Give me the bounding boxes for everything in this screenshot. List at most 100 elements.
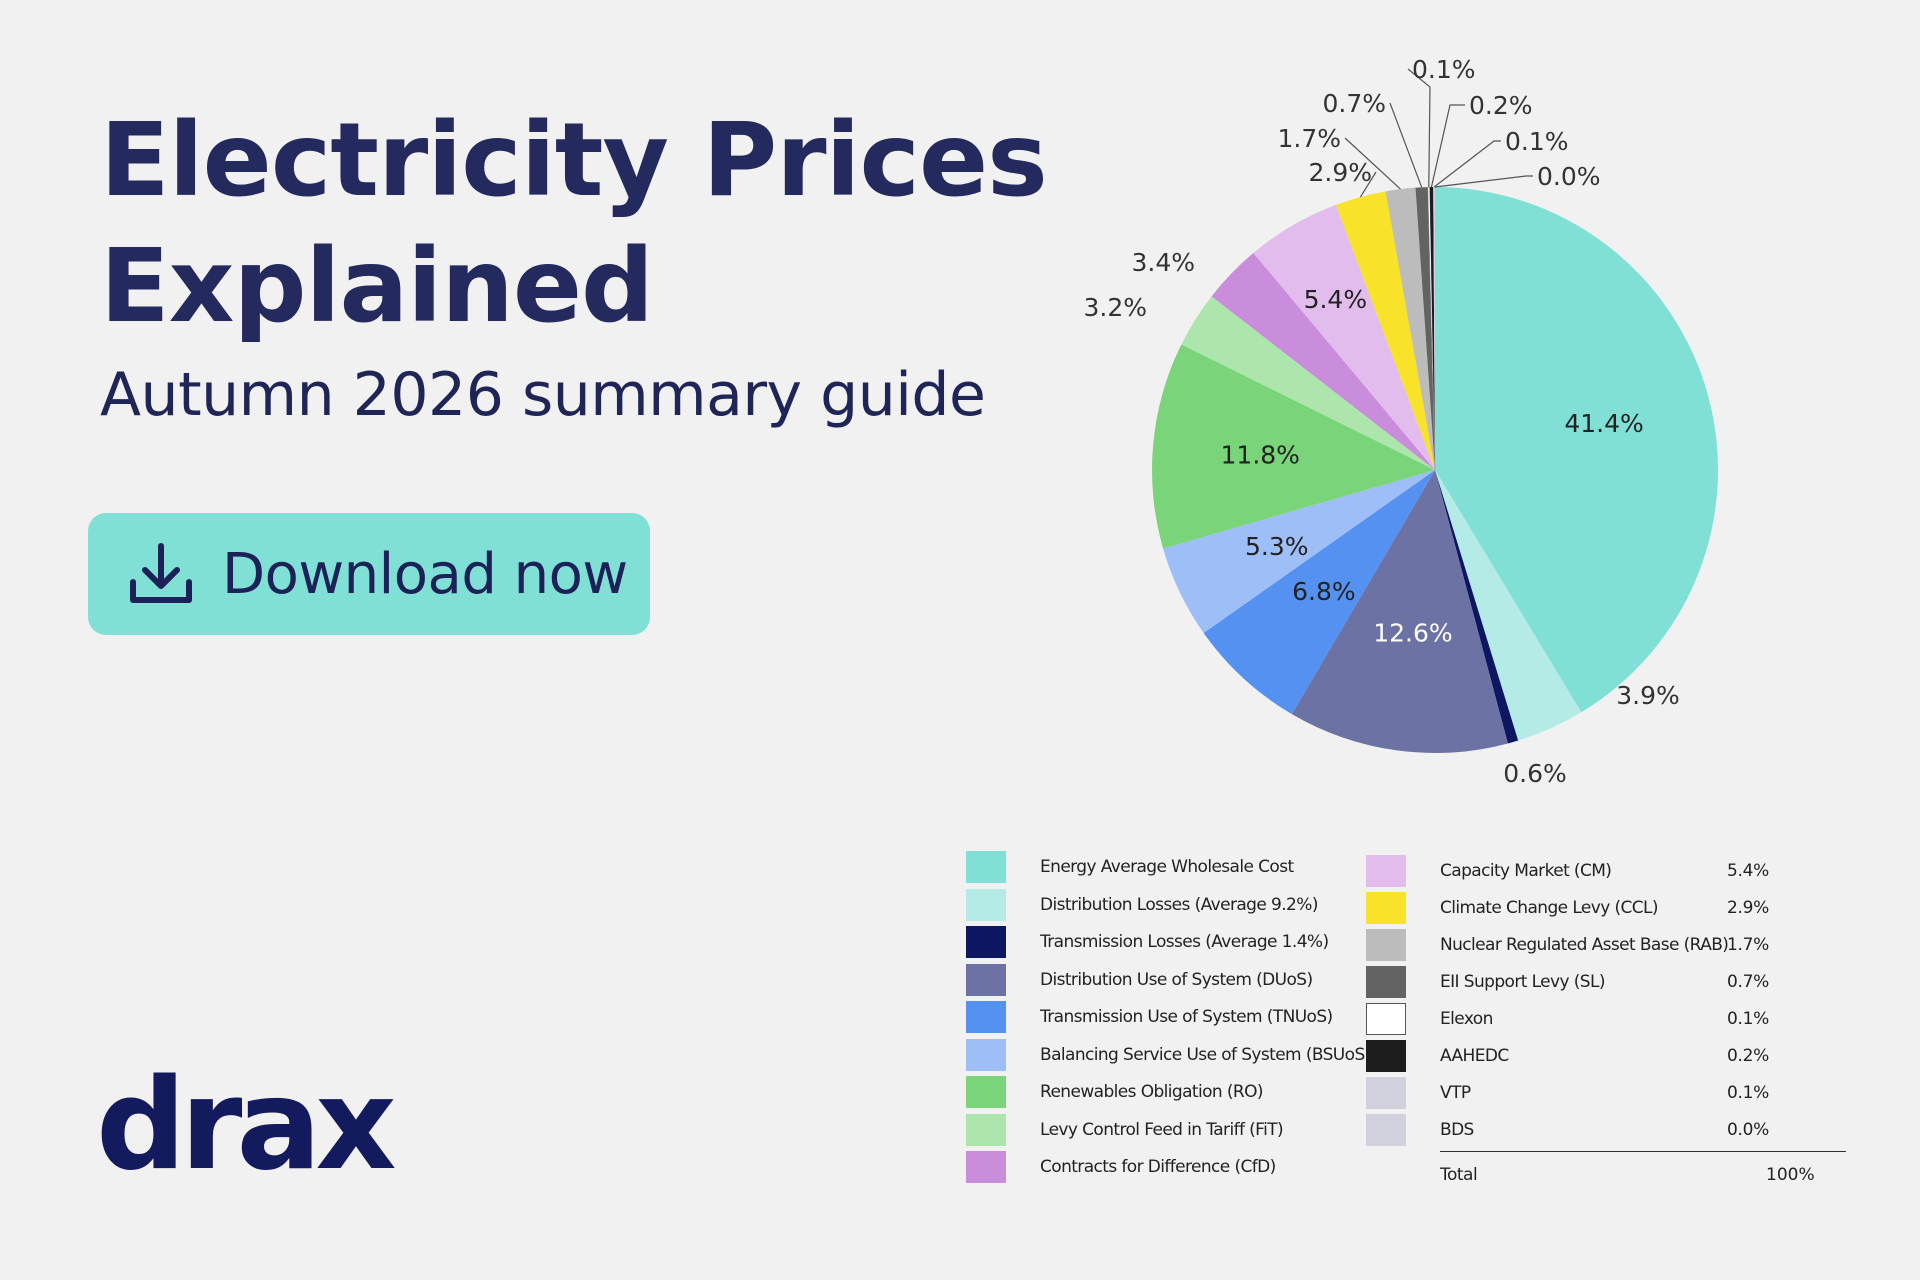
pie-label-eii-support-levy-sl: 0.7% bbox=[1322, 89, 1386, 118]
pie-label-energy-average-wholesale-cost: 41.4% bbox=[1564, 409, 1643, 438]
legend-item-transmission-losses-average-1-4: Transmission Losses (Average 1.4%) bbox=[966, 926, 1329, 958]
pie-label-nuclear-regulated-asset-base-rab: 1.7% bbox=[1277, 124, 1341, 153]
pie-slice-transmission-use-of-system-tnuos bbox=[1203, 470, 1435, 715]
pie-label-transmission-losses-average-1-4: 0.6% bbox=[1503, 759, 1567, 788]
legend-swatch bbox=[1366, 1077, 1406, 1109]
title-line-1: Electricity Prices bbox=[100, 101, 1048, 220]
legend-item-elexon: Elexon 0.1% bbox=[1366, 1003, 1836, 1035]
pie-label-bds: 0.0% bbox=[1537, 162, 1601, 191]
legend-item-levy-control-feed-in-tariff-fit: Levy Control Feed in Tariff (FiT) bbox=[966, 1113, 1284, 1146]
download-now-label: Download now bbox=[222, 541, 628, 607]
pie-slice-nuclear-regulated-asset-base-rab bbox=[1385, 187, 1435, 470]
legend-item-distribution-losses-average-9-2: Distribution Losses (Average 9.2%) bbox=[966, 888, 1318, 921]
legend-swatch bbox=[966, 963, 1006, 996]
pie-label-elexon: 0.1% bbox=[1412, 55, 1476, 84]
legend-item-capacity-market-cm: Capacity Market (CM) 5.4% bbox=[1366, 855, 1836, 887]
legend-value: 1.7% bbox=[1727, 935, 1769, 955]
drax-logo: drax bbox=[96, 1051, 397, 1198]
legend-item-energy-average-wholesale-cost: Energy Average Wholesale Cost bbox=[966, 851, 1294, 883]
pie-label-capacity-market-cm: 5.4% bbox=[1304, 285, 1368, 314]
legend-item-distribution-use-of-system-duos: Distribution Use of System (DUoS) bbox=[966, 963, 1313, 996]
pie-leader-elexon bbox=[1407, 68, 1431, 188]
pie-label-distribution-losses-average-9-2: 3.9% bbox=[1616, 681, 1680, 710]
pie-slice-capacity-market-cm bbox=[1253, 204, 1435, 471]
page-title: Electricity Prices Explained bbox=[100, 98, 1048, 350]
legend-label: Transmission Use of System (TNUoS) bbox=[1040, 1007, 1333, 1027]
pie-slice-transmission-losses-average-1-4 bbox=[1435, 470, 1519, 744]
legend-label: EII Support Levy (SL) bbox=[1440, 972, 1605, 992]
legend-item-transmission-use-of-system-tnuos: Transmission Use of System (TNUoS) bbox=[966, 1001, 1333, 1033]
pie-chart: 41.4% 3.9% 0.6% 12.6% 6.8% 5.3% 11.8% 3.2% 3.4% 5… bbox=[1083, 55, 1718, 788]
pie-slice-levy-control-feed-in-tariff-fit bbox=[1181, 296, 1435, 470]
legend-value: 0.0% bbox=[1727, 1120, 1769, 1140]
legend-item-balancing-service-use-of-system-bsuos: Balancing Service Use of System (BSUoS) bbox=[966, 1038, 1371, 1071]
pie-leader-vtp bbox=[1433, 140, 1501, 188]
legend-label: Renewables Obligation (RO) bbox=[1040, 1082, 1264, 1102]
pie-label-balancing-service-use-of-system-bsuos: 5.3% bbox=[1245, 532, 1309, 561]
page-subtitle: Autumn 2026 summary guide bbox=[100, 360, 986, 430]
legend-item-nuclear-regulated-asset-base-rab: Nuclear Regulated Asset Base (RAB) 1.7% bbox=[1366, 929, 1836, 961]
legend-item-vtp: VTP 0.1% bbox=[1366, 1077, 1836, 1109]
legend-item-renewables-obligation-ro: Renewables Obligation (RO) bbox=[966, 1076, 1264, 1108]
pie-slice-balancing-service-use-of-system-bsuos bbox=[1163, 470, 1435, 633]
pie-slice-renewables-obligation-ro bbox=[1152, 344, 1435, 549]
pie-label-transmission-use-of-system-tnuos: 6.8% bbox=[1292, 577, 1356, 606]
legend-swatch bbox=[966, 1113, 1006, 1146]
legend-value: 2.9% bbox=[1727, 898, 1769, 918]
pie-leader-aahedc bbox=[1430, 104, 1465, 188]
legend-swatch bbox=[966, 1151, 1006, 1183]
pie-label-distribution-use-of-system-duos: 12.6% bbox=[1373, 619, 1452, 648]
legend-label: Capacity Market (CM) bbox=[1440, 861, 1612, 881]
pie-label-renewables-obligation-ro: 11.8% bbox=[1221, 440, 1300, 469]
legend-swatch bbox=[966, 1076, 1006, 1108]
legend-swatch bbox=[1366, 1040, 1406, 1072]
pie-label-vtp: 0.1% bbox=[1505, 127, 1569, 156]
pie-slice-contracts-for-difference-cfd bbox=[1211, 252, 1435, 470]
legend-swatch bbox=[966, 1038, 1006, 1071]
title-line-2: Explained bbox=[100, 227, 654, 346]
legend-label: Balancing Service Use of System (BSUoS) bbox=[1040, 1044, 1371, 1065]
pie-slice-climate-change-levy-ccl bbox=[1335, 191, 1435, 470]
legend-swatch bbox=[966, 1001, 1006, 1033]
legend-value: 0.7% bbox=[1727, 972, 1769, 992]
legend-label: VTP bbox=[1440, 1083, 1471, 1103]
legend-value: 0.2% bbox=[1727, 1046, 1769, 1066]
download-now-button[interactable]: Download now bbox=[88, 513, 650, 635]
legend-swatch bbox=[1366, 1114, 1406, 1146]
legend-swatch bbox=[966, 926, 1006, 958]
legend-swatch bbox=[1366, 929, 1406, 961]
pie-leader-climate-change-levy-ccl bbox=[1359, 171, 1377, 198]
legend-total-row: Total 100% bbox=[1440, 1161, 1860, 1189]
legend-swatch bbox=[1366, 1003, 1406, 1035]
legend-total-divider bbox=[1440, 1151, 1846, 1152]
legend-label: Transmission Losses (Average 1.4%) bbox=[1040, 932, 1329, 952]
legend-label: Distribution Losses (Average 9.2%) bbox=[1040, 894, 1318, 915]
pie-slice-vtp bbox=[1433, 187, 1435, 470]
legend-label: Contracts for Difference (CfD) bbox=[1040, 1157, 1276, 1177]
legend-swatch bbox=[1366, 892, 1406, 924]
pie-leader-nuclear-regulated-asset-base-rab bbox=[1344, 137, 1401, 190]
legend-item-aahedc: AAHEDC 0.2% bbox=[1366, 1040, 1836, 1072]
legend-label: AAHEDC bbox=[1440, 1046, 1509, 1066]
legend-item-bds: BDS 0.0% bbox=[1366, 1114, 1836, 1146]
legend-label: Distribution Use of System (DUoS) bbox=[1040, 969, 1313, 990]
pie-label-contracts-for-difference-cfd: 3.4% bbox=[1131, 248, 1195, 277]
pie-slice-eii-support-levy-sl bbox=[1415, 187, 1435, 470]
legend-value: 5.4% bbox=[1727, 861, 1769, 881]
pie-leader-eii-support-levy-sl bbox=[1389, 102, 1423, 188]
legend-label: Climate Change Levy (CCL) bbox=[1440, 898, 1659, 918]
legend-label: Energy Average Wholesale Cost bbox=[1040, 857, 1294, 877]
pie-slice-energy-average-wholesale-cost bbox=[1435, 187, 1718, 713]
pie-label-climate-change-levy-ccl: 2.9% bbox=[1308, 158, 1372, 187]
download-icon bbox=[126, 539, 196, 609]
legend-total-value: 100% bbox=[1766, 1165, 1815, 1185]
pie-slice-distribution-losses-average-9-2 bbox=[1435, 470, 1582, 741]
pie-label-levy-control-feed-in-tariff-fit: 3.2% bbox=[1083, 293, 1147, 322]
legend-label: Nuclear Regulated Asset Base (RAB) bbox=[1440, 935, 1729, 955]
pie-slice-aahedc bbox=[1429, 187, 1435, 471]
legend-swatch bbox=[966, 888, 1006, 921]
legend-value: 0.1% bbox=[1727, 1009, 1769, 1029]
legend-item-climate-change-levy-ccl: Climate Change Levy (CCL) 2.9% bbox=[1366, 892, 1836, 924]
legend-value: 0.1% bbox=[1727, 1083, 1769, 1103]
pie-label-aahedc: 0.2% bbox=[1469, 91, 1533, 120]
